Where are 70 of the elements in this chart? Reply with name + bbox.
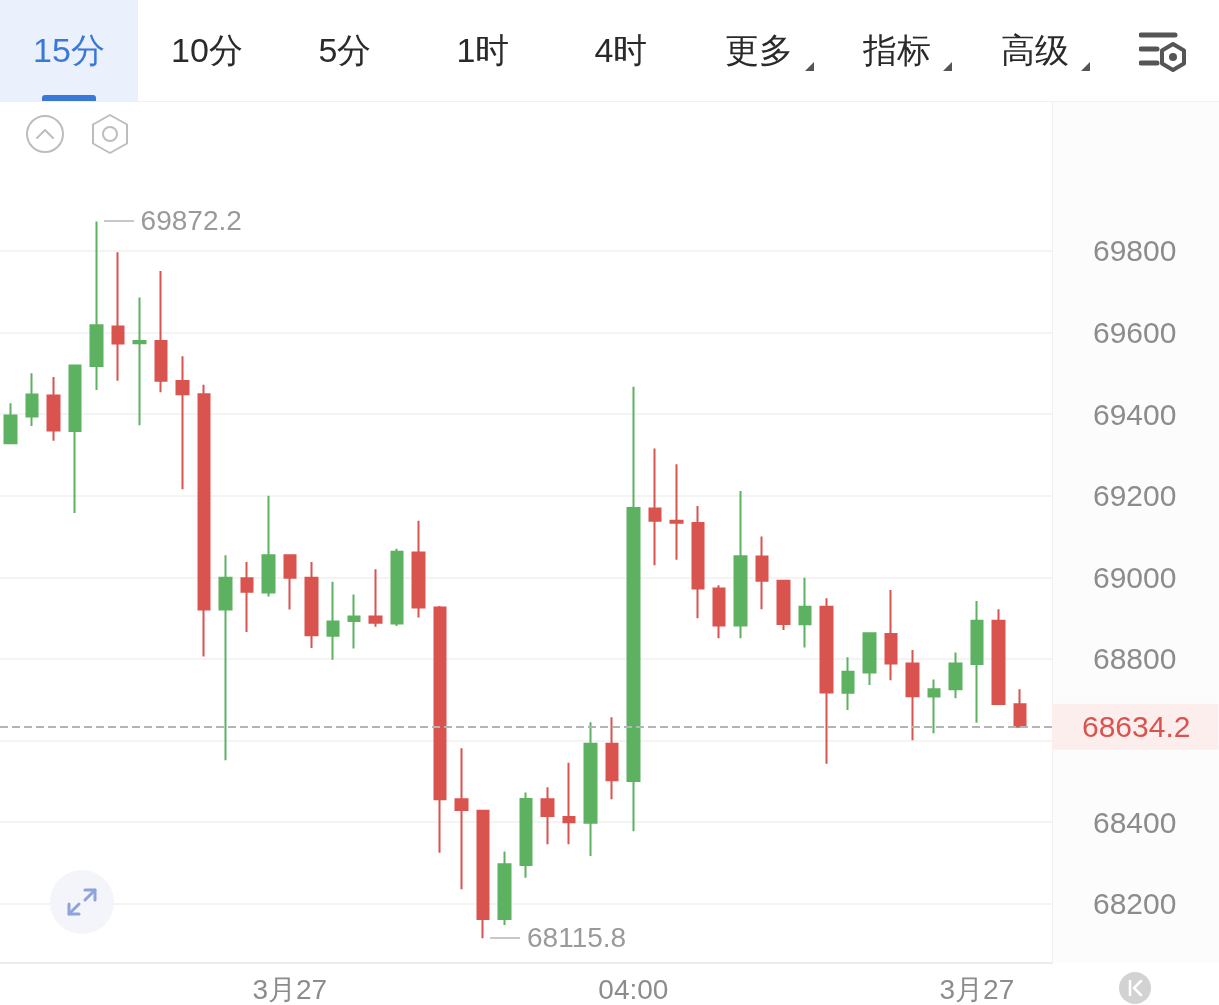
candlestick xyxy=(497,850,512,927)
text: 1时 xyxy=(455,30,511,71)
candlestick xyxy=(1013,688,1027,728)
candlestick xyxy=(991,608,1006,705)
candlestick xyxy=(626,385,641,833)
candlestick xyxy=(819,597,834,765)
candlestick xyxy=(454,747,469,891)
candlestick xyxy=(841,656,855,711)
candlestick xyxy=(261,494,276,598)
candlestick xyxy=(111,251,125,382)
candlestick xyxy=(776,578,791,632)
text: 5分 xyxy=(317,30,373,71)
candlestick xyxy=(605,716,619,801)
candlestick xyxy=(927,678,941,735)
text: 4时 xyxy=(593,30,649,71)
text: 15分 xyxy=(32,30,106,71)
candlestick xyxy=(197,383,211,658)
candlestick xyxy=(755,535,769,611)
candlestick xyxy=(905,649,920,742)
y-tick-label: 68200 xyxy=(1093,887,1177,921)
candlestick xyxy=(46,376,61,442)
candlestick xyxy=(368,568,383,628)
text: 指标 xyxy=(862,30,932,71)
y-tick-label: 69200 xyxy=(1093,479,1177,513)
candlestick xyxy=(3,402,18,445)
candlestick xyxy=(283,554,297,611)
text: 高级 xyxy=(1000,30,1070,71)
candlestick xyxy=(669,463,684,561)
candlestick xyxy=(218,554,233,762)
candlestick xyxy=(154,269,168,394)
candlestick xyxy=(68,364,82,514)
candlestick xyxy=(583,721,598,858)
candlestick xyxy=(970,600,984,724)
x-tick-label: 04:00 xyxy=(598,973,669,1005)
x-tick-label: 3月27 xyxy=(939,973,1015,1005)
candlestick xyxy=(476,809,490,940)
text: 10分 xyxy=(170,30,244,71)
y-tick-label: 69400 xyxy=(1093,397,1177,431)
candlestick xyxy=(326,580,340,661)
y-tick-label: 69800 xyxy=(1093,234,1177,268)
candlestick xyxy=(948,651,963,700)
candlestick xyxy=(175,355,190,491)
y-tick-label: 69000 xyxy=(1093,560,1177,594)
candlestick xyxy=(562,761,576,846)
candlestick xyxy=(540,786,555,846)
y-tick-label: 68400 xyxy=(1093,805,1177,839)
candlestick xyxy=(691,504,705,620)
candlestick xyxy=(712,584,726,640)
x-tick-label: 3月27 xyxy=(252,973,328,1005)
candlestick xyxy=(884,589,898,682)
y-tick-label: 69600 xyxy=(1093,316,1177,350)
candlestick xyxy=(519,791,533,879)
text: 更多 xyxy=(724,30,794,71)
candlestick xyxy=(648,447,662,567)
candlestick xyxy=(240,560,254,634)
ref-line-label: 68634.2 xyxy=(1082,710,1191,744)
annotation: 69872.2 xyxy=(140,204,242,239)
candlestick xyxy=(304,560,319,649)
candlestick xyxy=(433,604,447,854)
candlestick xyxy=(733,489,748,640)
candlestick xyxy=(390,547,404,627)
candlestick xyxy=(347,593,361,650)
y-tick-label: 68800 xyxy=(1093,642,1177,676)
annotation: 68115.8 xyxy=(527,921,627,956)
candlestick xyxy=(411,519,426,619)
candlestick xyxy=(25,372,39,427)
candlestick xyxy=(862,632,877,687)
candlestick xyxy=(132,296,147,427)
candlestick xyxy=(89,220,104,392)
candlestick xyxy=(798,576,812,649)
